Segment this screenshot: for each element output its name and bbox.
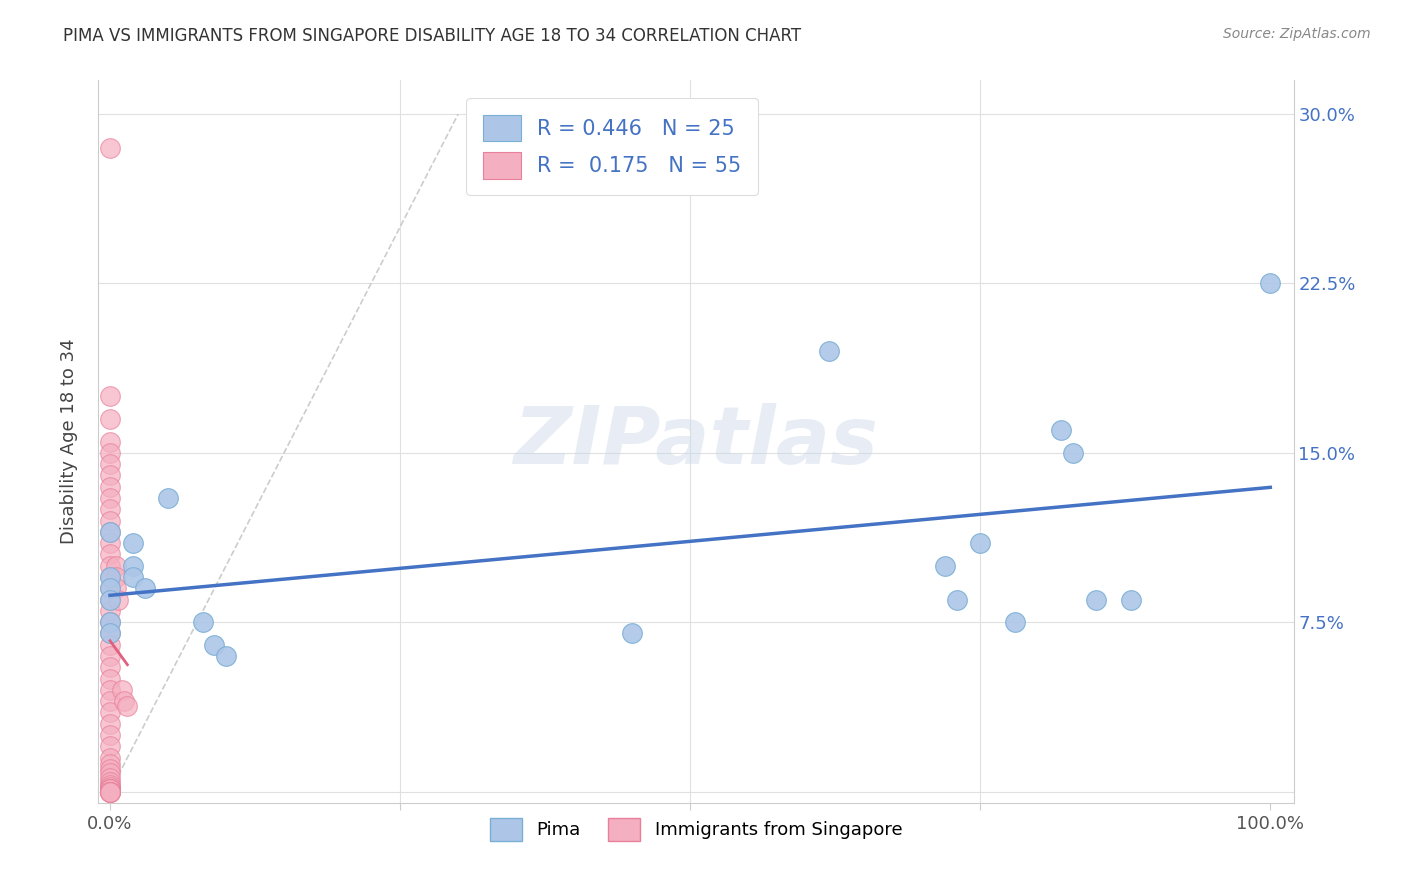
Point	[98, 784, 121, 798]
Point	[946, 592, 969, 607]
Point	[107, 592, 129, 607]
Point	[98, 570, 121, 584]
Point	[98, 784, 121, 798]
Point	[98, 434, 121, 449]
Text: ZIPatlas: ZIPatlas	[513, 402, 879, 481]
Point	[98, 524, 121, 539]
Point	[818, 344, 841, 359]
Point	[98, 141, 121, 155]
Point	[98, 766, 121, 780]
Point	[215, 648, 238, 663]
Point	[112, 694, 135, 708]
Point	[98, 648, 121, 663]
Point	[104, 582, 127, 596]
Y-axis label: Disability Age 18 to 34: Disability Age 18 to 34	[59, 339, 77, 544]
Point	[1062, 446, 1084, 460]
Point	[934, 558, 956, 573]
Point	[157, 491, 180, 505]
Point	[104, 570, 127, 584]
Point	[98, 446, 121, 460]
Point	[98, 780, 121, 794]
Point	[98, 582, 121, 596]
Point	[1258, 277, 1281, 291]
Point	[98, 570, 121, 584]
Point	[98, 716, 121, 731]
Point	[191, 615, 214, 630]
Point	[1085, 592, 1108, 607]
Point	[98, 536, 121, 550]
Point	[98, 604, 121, 618]
Point	[134, 582, 156, 596]
Point	[98, 762, 121, 776]
Point	[98, 638, 121, 652]
Point	[98, 778, 121, 792]
Point	[98, 784, 121, 798]
Point	[98, 615, 121, 630]
Point	[621, 626, 644, 640]
Point	[98, 782, 121, 797]
Point	[98, 389, 121, 403]
Point	[1050, 423, 1073, 437]
Point	[98, 592, 121, 607]
Point	[122, 570, 145, 584]
Point	[98, 784, 121, 798]
Point	[98, 548, 121, 562]
Point	[98, 706, 121, 720]
Point	[98, 784, 121, 798]
Point	[98, 457, 121, 471]
Point	[98, 782, 121, 797]
Point	[98, 728, 121, 742]
Point	[98, 775, 121, 789]
Point	[98, 739, 121, 754]
Point	[98, 468, 121, 483]
Point	[104, 558, 127, 573]
Point	[98, 626, 121, 640]
Point	[111, 682, 134, 697]
Point	[98, 502, 121, 516]
Point	[117, 698, 139, 713]
Point	[98, 682, 121, 697]
Point	[98, 757, 121, 772]
Point	[98, 615, 121, 630]
Text: PIMA VS IMMIGRANTS FROM SINGAPORE DISABILITY AGE 18 TO 34 CORRELATION CHART: PIMA VS IMMIGRANTS FROM SINGAPORE DISABI…	[63, 27, 801, 45]
Point	[98, 412, 121, 426]
Point	[98, 514, 121, 528]
Point	[98, 480, 121, 494]
Point	[1004, 615, 1026, 630]
Point	[98, 524, 121, 539]
Point	[969, 536, 991, 550]
Text: Source: ZipAtlas.com: Source: ZipAtlas.com	[1223, 27, 1371, 41]
Point	[204, 638, 226, 652]
Point	[98, 660, 121, 674]
Point	[122, 536, 145, 550]
Point	[98, 491, 121, 505]
Point	[98, 784, 121, 798]
Point	[98, 750, 121, 764]
Point	[98, 694, 121, 708]
Point	[122, 558, 145, 573]
Point	[98, 626, 121, 640]
Point	[98, 782, 121, 797]
Point	[98, 558, 121, 573]
Point	[98, 582, 121, 596]
Point	[98, 672, 121, 686]
Legend: Pima, Immigrants from Singapore: Pima, Immigrants from Singapore	[482, 810, 910, 848]
Point	[1119, 592, 1142, 607]
Point	[98, 592, 121, 607]
Point	[98, 771, 121, 785]
